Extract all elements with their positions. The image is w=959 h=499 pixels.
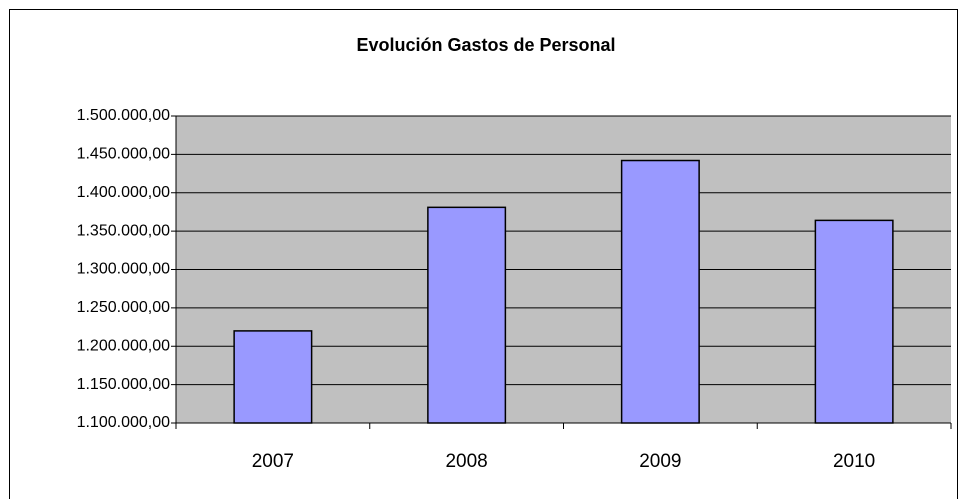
bar — [620, 159, 700, 424]
y-tick-label: 1.150.000,00 — [77, 376, 171, 393]
y-tick-label: 1.100.000,00 — [77, 414, 171, 431]
y-tick-label: 1.300.000,00 — [77, 261, 171, 278]
bar — [427, 206, 507, 424]
y-tick-label: 1.500.000,00 — [77, 107, 171, 124]
y-tick-label: 1.350.000,00 — [77, 222, 171, 239]
x-tick-label: 2008 — [445, 451, 487, 472]
chart-title: Evolución Gastos de Personal — [356, 35, 615, 55]
y-tick-label: 1.250.000,00 — [77, 299, 171, 316]
x-tick-label: 2010 — [833, 451, 875, 472]
bar — [814, 219, 894, 424]
x-tick-label: 2009 — [639, 451, 681, 472]
bar — [233, 330, 313, 424]
y-tick-label: 1.400.000,00 — [77, 184, 171, 201]
y-tick-label: 1.450.000,00 — [77, 146, 171, 163]
y-tick-label: 1.200.000,00 — [77, 337, 171, 354]
x-tick-label: 2007 — [252, 451, 294, 472]
